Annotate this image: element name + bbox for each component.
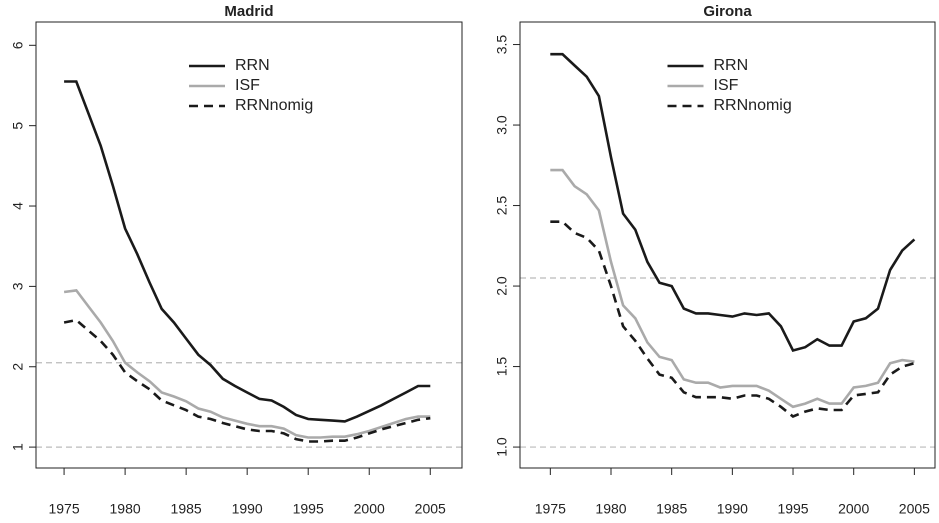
x-tick-label: 1995 [293,501,324,517]
legend-label: ISF [235,77,260,94]
x-tick-label: 1985 [656,501,687,517]
y-tick-label: 3.5 [494,35,510,55]
y-tick-label: 2.0 [494,276,510,296]
y-tick-label: 3.0 [494,115,510,135]
y-tick-label: 1.5 [494,357,510,377]
x-tick-label: 2005 [899,501,930,517]
y-tick-label: 1 [10,443,26,451]
x-tick-label: 1975 [535,501,566,517]
chart-title: Girona [703,3,752,20]
x-tick-label: 1995 [777,501,808,517]
y-tick-label: 1.0 [494,437,510,457]
x-tick-label: 1990 [717,501,748,517]
y-tick-label: 2.5 [494,196,510,216]
x-tick-label: 1990 [232,501,263,517]
legend-label: ISF [714,77,739,94]
x-tick-label: 2000 [838,501,869,517]
legend-label: RRNnomig [714,97,792,114]
y-tick-label: 3 [10,282,26,290]
legend-label: RRNnomig [235,97,313,114]
series-line [550,52,916,353]
y-tick-label: 6 [10,41,26,49]
y-tick-label: 4 [10,202,26,210]
series-line [550,168,915,409]
x-tick-label: 1980 [110,501,141,517]
series-line [550,220,915,418]
x-tick-label: 2005 [415,501,446,517]
x-tick-label: 1980 [595,501,626,517]
y-tick-label: 2 [10,363,26,371]
series-line [64,80,431,423]
x-tick-label: 2000 [354,501,385,517]
x-tick-label: 1985 [171,501,202,517]
legend-label: RRN [235,57,270,74]
series-line [63,289,431,439]
chart-title: Madrid [224,3,273,20]
x-tick-label: 1975 [48,501,79,517]
plot-frame [519,21,936,469]
legend-label: RRN [714,57,749,74]
series-line [63,318,431,443]
plot-frame [35,21,463,469]
y-tick-label: 5 [10,122,26,130]
